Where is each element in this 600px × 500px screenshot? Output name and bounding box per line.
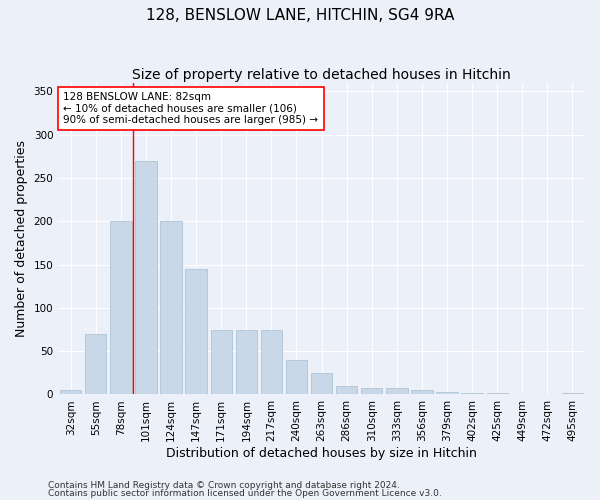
Bar (236, 330, 257, 394)
Bar (136, 160, 157, 394)
Bar (85, 334, 106, 394)
Y-axis label: Number of detached properties: Number of detached properties (15, 140, 28, 337)
Bar (562, 392, 583, 394)
Bar (386, 388, 407, 394)
Bar (110, 221, 131, 394)
Bar (461, 392, 483, 394)
Bar (60, 390, 82, 394)
Bar (185, 269, 207, 394)
Title: Size of property relative to detached houses in Hitchin: Size of property relative to detached ho… (132, 68, 511, 82)
Bar (211, 330, 232, 394)
Bar (487, 392, 508, 394)
X-axis label: Distribution of detached houses by size in Hitchin: Distribution of detached houses by size … (166, 447, 477, 460)
Bar (436, 392, 458, 394)
Bar (336, 386, 358, 394)
Bar (261, 330, 282, 394)
Text: 128, BENSLOW LANE, HITCHIN, SG4 9RA: 128, BENSLOW LANE, HITCHIN, SG4 9RA (146, 8, 454, 22)
Bar (411, 390, 433, 394)
Bar (286, 360, 307, 394)
Bar (361, 388, 382, 394)
Text: Contains HM Land Registry data © Crown copyright and database right 2024.: Contains HM Land Registry data © Crown c… (48, 480, 400, 490)
Bar (160, 221, 182, 394)
Text: Contains public sector information licensed under the Open Government Licence v3: Contains public sector information licen… (48, 489, 442, 498)
Bar (311, 373, 332, 394)
Text: 128 BENSLOW LANE: 82sqm
← 10% of detached houses are smaller (106)
90% of semi-d: 128 BENSLOW LANE: 82sqm ← 10% of detache… (64, 92, 319, 125)
